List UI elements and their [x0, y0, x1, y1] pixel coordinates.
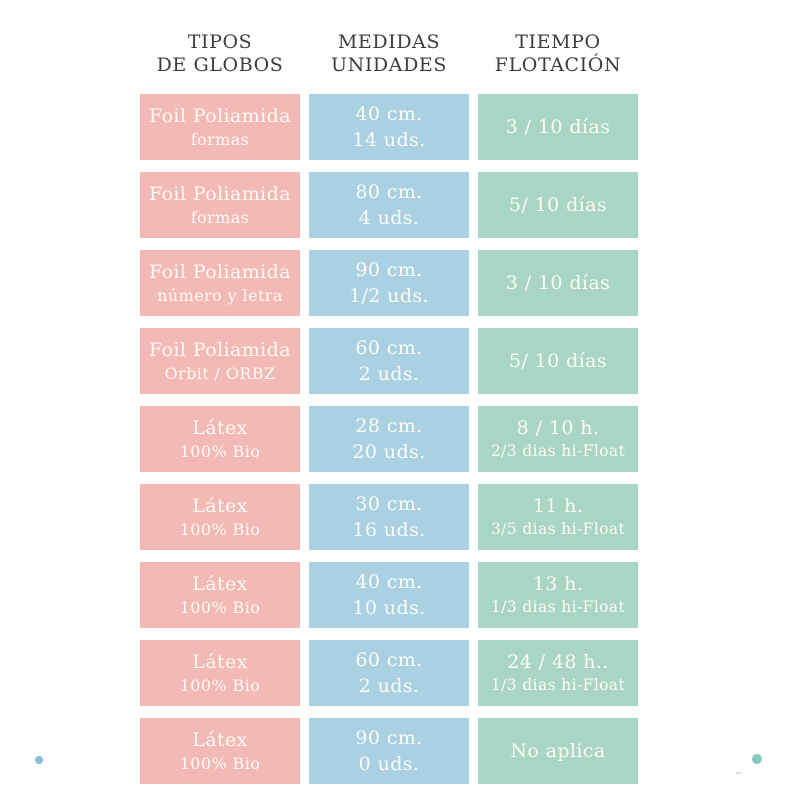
cell-tiempo: 11 h. 3/5 dias hi-Float: [478, 484, 638, 550]
cell-secondary-text: 1/2 uds.: [348, 285, 429, 307]
cell-secondary-text: 16 uds.: [352, 519, 426, 541]
header-line: TIEMPO: [515, 31, 601, 53]
cell-tipo: Látex 100% Bio: [140, 406, 300, 472]
cell-secondary-text: número y letra: [157, 286, 283, 305]
cell-secondary-text: 1/3 dias hi-Float: [490, 676, 626, 694]
cell-medida: 30 cm. 16 uds.: [309, 484, 469, 550]
cell-tipo: Foil Poliamida Orbit / ORBZ: [140, 328, 300, 394]
cell-primary-text: 5/ 10 días: [508, 349, 608, 372]
cell-tiempo: 24 / 48 h.. 1/3 dias hi-Float: [478, 640, 638, 706]
cell-secondary-text: 2/3 dias hi-Float: [490, 442, 626, 460]
cell-tipo: Látex 100% Bio: [140, 718, 300, 784]
cell-medida: 90 cm. 0 uds.: [309, 718, 469, 784]
cell-secondary-text: 10 uds.: [352, 597, 426, 619]
cell-medida: 28 cm. 20 uds.: [309, 406, 469, 472]
header-line: TIPOS: [187, 31, 253, 53]
cell-tiempo: 13 h. 1/3 dias hi-Float: [478, 562, 638, 628]
cell-primary-text: 13 h.: [532, 573, 584, 595]
cell-primary-text: 40 cm.: [355, 103, 423, 125]
cell-primary-text: 3 / 10 días: [505, 271, 611, 294]
cell-primary-text: Foil Poliamida: [149, 261, 291, 283]
cell-secondary-text: 100% Bio: [179, 754, 261, 773]
cell-secondary-text: 100% Bio: [179, 442, 261, 461]
cell-medida: 60 cm. 2 uds.: [309, 640, 469, 706]
cell-primary-text: 11 h.: [532, 495, 584, 517]
cell-secondary-text: 100% Bio: [179, 520, 261, 539]
cell-primary-text: Foil Poliamida: [149, 339, 291, 361]
cell-medida: 90 cm. 1/2 uds.: [309, 250, 469, 316]
header-row: TIPOS DE GLOBOS MEDIDAS UNIDADES TIEMPO …: [140, 31, 638, 77]
header-line: UNIDADES: [330, 54, 448, 76]
cell-primary-text: 5/ 10 días: [508, 193, 608, 216]
cell-primary-text: Látex: [192, 573, 248, 595]
table-body: Foil Poliamida formas 40 cm. 14 uds. 3 /…: [140, 94, 638, 784]
cell-primary-text: 60 cm.: [355, 649, 423, 671]
cell-primary-text: 24 / 48 h..: [507, 651, 609, 673]
cell-primary-text: Foil Poliamida: [149, 183, 291, 205]
cell-tipo: Látex 100% Bio: [140, 562, 300, 628]
cell-tiempo: 8 / 10 h. 2/3 dias hi-Float: [478, 406, 638, 472]
cell-secondary-text: 100% Bio: [179, 676, 261, 695]
cell-tipo: Foil Poliamida formas: [140, 94, 300, 160]
cell-secondary-text: 14 uds.: [352, 129, 426, 151]
cell-tiempo: 3 / 10 días: [478, 94, 638, 160]
cell-medida: 60 cm. 2 uds.: [309, 328, 469, 394]
cell-secondary-text: formas: [190, 130, 250, 149]
decorative-dot-left: [35, 756, 43, 764]
cell-tiempo: 3 / 10 días: [478, 250, 638, 316]
cell-primary-text: Foil Poliamida: [149, 105, 291, 127]
column-header-tiempo: TIEMPO FLOTACIÓN: [478, 31, 638, 77]
cell-tiempo: No aplica: [478, 718, 638, 784]
cell-primary-text: 3 / 10 días: [505, 115, 611, 138]
cell-primary-text: 90 cm.: [355, 727, 423, 749]
cell-tipo: Foil Poliamida número y letra: [140, 250, 300, 316]
cell-primary-text: Látex: [192, 417, 248, 439]
cell-secondary-text: Orbit / ORBZ: [164, 364, 276, 383]
column-header-medidas: MEDIDAS UNIDADES: [309, 31, 469, 77]
cell-secondary-text: 4 uds.: [358, 207, 420, 229]
cell-primary-text: Látex: [192, 651, 248, 673]
decorative-dot-right: [752, 754, 762, 764]
cell-primary-text: 28 cm.: [355, 415, 423, 437]
cell-primary-text: 60 cm.: [355, 337, 423, 359]
cell-secondary-text: 20 uds.: [352, 441, 426, 463]
cell-secondary-text: 2 uds.: [358, 363, 420, 385]
cell-secondary-text: 3/5 dias hi-Float: [490, 520, 626, 538]
cell-secondary-text: 1/3 dias hi-Float: [490, 598, 626, 616]
cell-secondary-text: formas: [190, 208, 250, 227]
cell-secondary-text: 0 uds.: [358, 753, 420, 775]
cell-medida: 80 cm. 4 uds.: [309, 172, 469, 238]
cell-primary-text: 80 cm.: [355, 181, 423, 203]
header-line: DE GLOBOS: [156, 54, 284, 76]
cell-tiempo: 5/ 10 días: [478, 328, 638, 394]
cell-tipo: Látex 100% Bio: [140, 640, 300, 706]
cell-medida: 40 cm. 14 uds.: [309, 94, 469, 160]
cell-primary-text: 90 cm.: [355, 259, 423, 281]
cell-tiempo: 5/ 10 días: [478, 172, 638, 238]
cell-tipo: Látex 100% Bio: [140, 484, 300, 550]
cell-tipo: Foil Poliamida formas: [140, 172, 300, 238]
cell-primary-text: 8 / 10 h.: [516, 417, 600, 439]
cell-primary-text: 40 cm.: [355, 571, 423, 593]
cell-primary-text: No aplica: [510, 739, 606, 762]
cell-primary-text: Látex: [192, 729, 248, 751]
column-header-tipos: TIPOS DE GLOBOS: [140, 31, 300, 77]
cell-primary-text: 30 cm.: [355, 493, 423, 515]
header-line: FLOTACIÓN: [494, 54, 622, 76]
cell-secondary-text: 100% Bio: [179, 598, 261, 617]
header-line: MEDIDAS: [337, 31, 441, 53]
cell-medida: 40 cm. 10 uds.: [309, 562, 469, 628]
cell-primary-text: Látex: [192, 495, 248, 517]
decorative-speck: [736, 772, 741, 774]
cell-secondary-text: 2 uds.: [358, 675, 420, 697]
